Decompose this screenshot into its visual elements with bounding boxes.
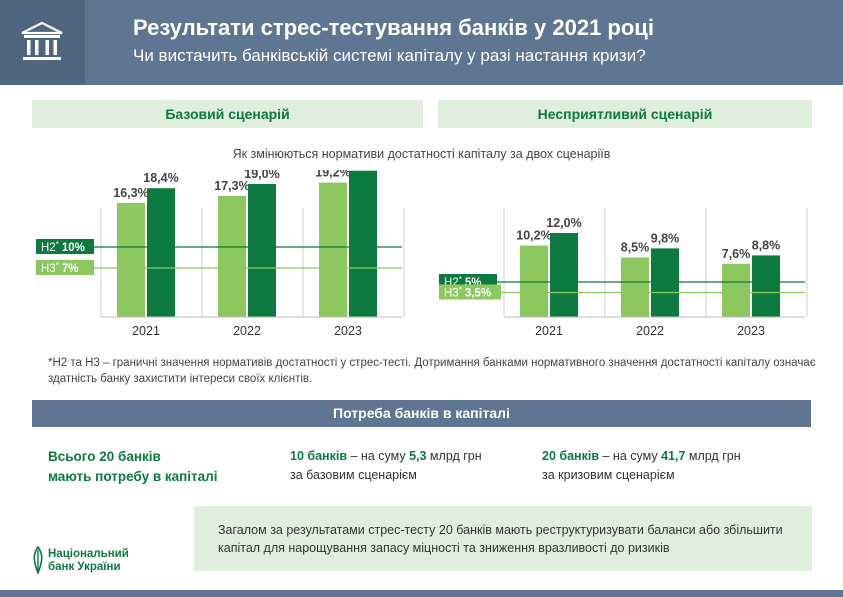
threshold-text: Н2* 10% — [41, 240, 85, 254]
x-tick-label-2023: 2023 — [334, 324, 362, 338]
base-need-unit: млрд грн — [426, 449, 482, 463]
data-label-Н3-2022: 17,3% — [214, 179, 249, 193]
threshold-box — [36, 260, 94, 275]
x-tick-label-2022: 2022 — [636, 324, 664, 338]
nbu-logo-line2: банк України — [48, 561, 121, 573]
data-label-Н2-2022: 19,0% — [244, 170, 279, 181]
threshold-box — [36, 239, 94, 254]
total-banks-line1: Всього 20 банків — [48, 449, 161, 464]
base-need-amount: 5,3 — [409, 449, 427, 463]
threshold-text: Н3* 7% — [41, 261, 78, 275]
x-tick-label-2021: 2021 — [535, 324, 563, 338]
adverse-scenario-chart: 10,2%12,0%20218,5%9,8%20227,6%8,8%2023Н2… — [439, 208, 808, 338]
adverse-scenario-header: Несприятливий сценарій — [438, 100, 812, 128]
threshold-box — [439, 284, 501, 300]
data-label-Н2-2022: 9,8% — [651, 231, 680, 245]
gridlines — [100, 208, 405, 317]
x-tick-label-2023: 2023 — [737, 324, 765, 338]
data-label-Н3-2023: 7,6% — [722, 247, 751, 261]
bank-building-icon — [21, 21, 63, 60]
summary-box: Загалом за результатами стрес-тесту 20 б… — [194, 506, 812, 571]
data-label-Н3-2021: 16,3% — [113, 186, 148, 200]
bar-Н2-2022 — [248, 184, 276, 317]
crisis-need-amount: 41,7 — [661, 449, 686, 463]
gridlines — [503, 208, 808, 317]
base-scenario-chart: 16,3%18,4%202117,3%19,0%202219,2%20,9%20… — [36, 170, 405, 338]
bar-Н3-2021 — [117, 202, 145, 317]
bar-Н2-2022 — [651, 248, 679, 317]
crisis-need: 20 банків – на суму 41,7 млрд грн за кри… — [542, 447, 741, 485]
page-subtitle: Чи вистачить банківській системі капітал… — [133, 46, 646, 65]
data-label-Н3-2021: 10,2% — [516, 229, 551, 243]
crisis-need-banks: 20 банків — [542, 449, 600, 463]
crisis-need-line2: за кризовим сценарієм — [542, 468, 675, 482]
footnote: *Н2 та Н3 – граничні значення нормативів… — [48, 357, 816, 385]
data-label-Н2-2021: 18,4% — [143, 171, 178, 185]
header-banner: Результати стрес-тестування банків у 202… — [0, 0, 843, 85]
capital-need-header: Потреба банків в капіталі — [32, 400, 811, 427]
bar-Н2-2023 — [752, 255, 780, 317]
data-label-Н2-2021: 12,0% — [546, 216, 581, 230]
bar-Н3-2023 — [722, 263, 750, 317]
total-banks-line2: мають потребу в капіталі — [48, 469, 218, 484]
bar-Н2-2021 — [147, 188, 175, 317]
nbu-logo-line1: Національний — [48, 548, 129, 560]
crisis-need-text: – на суму — [599, 449, 662, 463]
logo-box — [0, 0, 85, 85]
data-label-Н3-2023: 19,2% — [315, 170, 350, 180]
base-need: 10 банків – на суму 5,3 млрд грн за базо… — [290, 447, 482, 485]
crisis-need-unit: млрд грн — [685, 449, 741, 463]
nbu-logo-text: Національний банк України — [48, 548, 129, 574]
threshold-text: Н3* 3,5% — [444, 286, 491, 300]
total-banks-need: Всього 20 банків мають потребу в капітал… — [48, 447, 218, 487]
base-scenario-header: Базовий сценарій — [32, 100, 423, 128]
x-tick-label-2022: 2022 — [233, 324, 261, 338]
x-tick-label-2021: 2021 — [132, 324, 160, 338]
bottom-bar — [0, 590, 843, 597]
threshold-label-Н3: Н3* 7% — [36, 260, 94, 275]
base-need-line2: за базовим сценарієм — [290, 468, 417, 482]
bar-Н3-2022 — [218, 195, 246, 317]
charts-subtitle: Як змінюються нормативи достатності капі… — [232, 147, 611, 161]
data-label-Н2-2023: 8,8% — [752, 238, 781, 252]
bar-Н3-2022 — [621, 257, 649, 317]
page-title: Результати стрес-тестування банків у 202… — [133, 15, 654, 40]
threshold-label-Н3: Н3* 3,5% — [439, 284, 501, 300]
data-label-Н3-2022: 8,5% — [621, 241, 650, 255]
bar-Н2-2021 — [550, 233, 578, 317]
threshold-label-Н2: Н2* 10% — [36, 239, 94, 254]
bar-Н3-2023 — [319, 182, 347, 317]
nbu-logo-icon — [33, 546, 43, 574]
base-need-banks: 10 банків — [290, 449, 348, 463]
base-need-text: – на суму — [347, 449, 410, 463]
bar-Н3-2021 — [520, 245, 548, 317]
bar-Н2-2023 — [349, 170, 377, 317]
